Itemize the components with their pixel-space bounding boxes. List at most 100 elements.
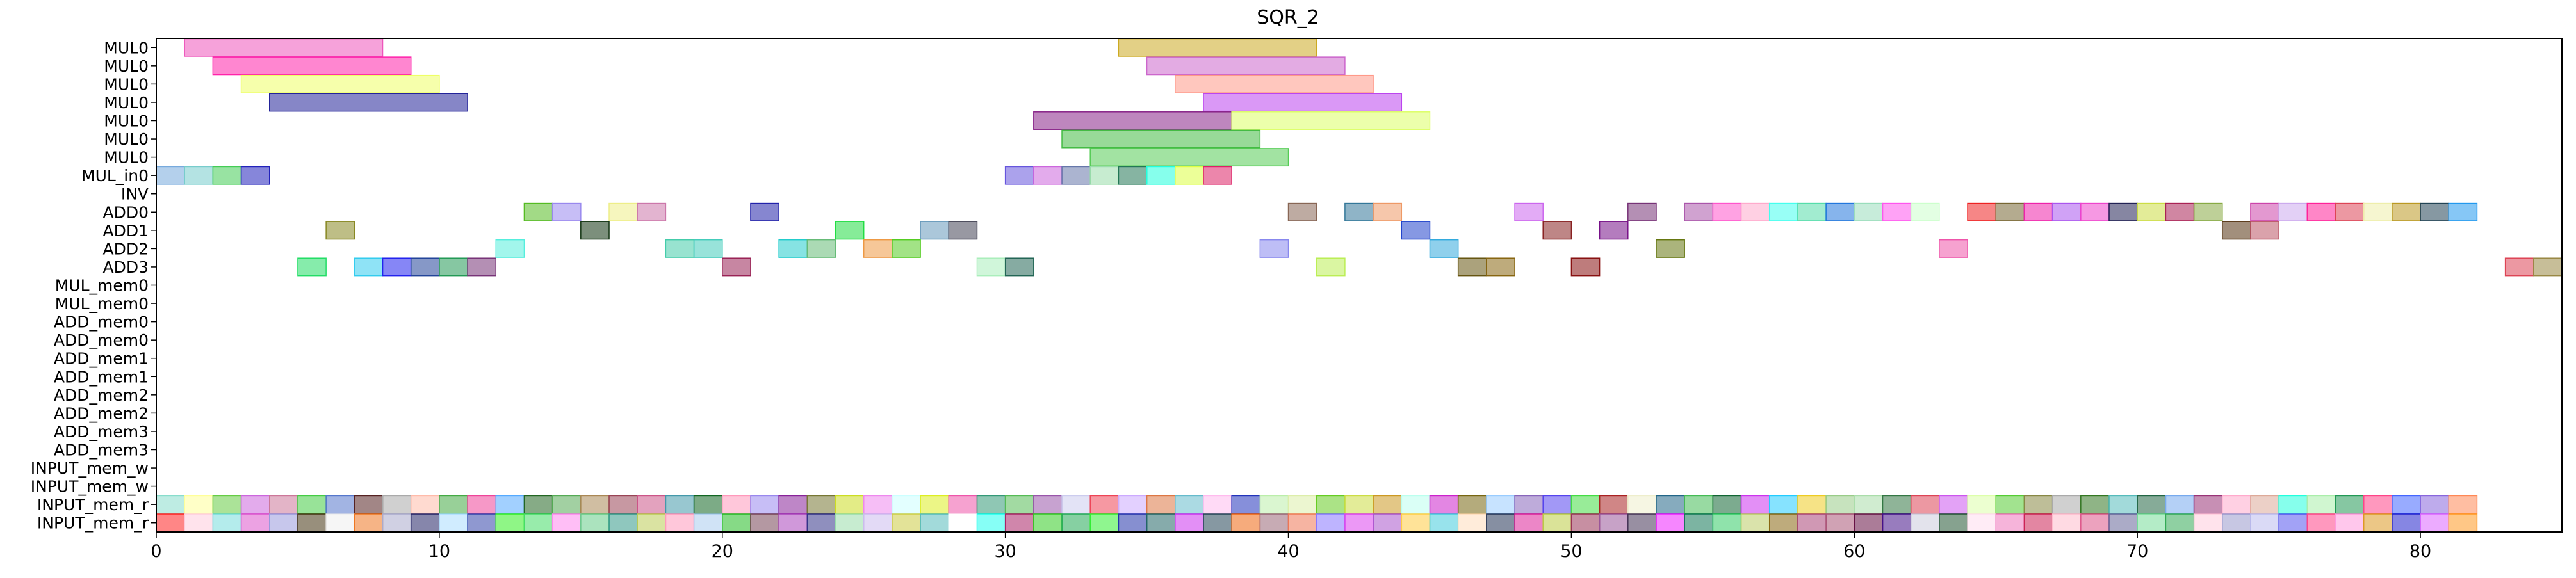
task-bar <box>1967 202 1996 221</box>
input-mem-cell <box>184 513 214 533</box>
input-mem-cell <box>1656 495 1685 514</box>
input-mem-cell <box>467 495 497 514</box>
y-tick-label: ADD_mem3 <box>54 422 149 441</box>
task-bar <box>1146 56 1346 76</box>
y-tick-label: ADD_mem2 <box>54 404 149 422</box>
input-mem-cell <box>750 513 779 533</box>
input-mem-cell <box>1712 513 1742 533</box>
input-mem-cell <box>1882 513 1912 533</box>
input-mem-cell <box>2108 513 2138 533</box>
input-mem-cell <box>580 513 610 533</box>
input-mem-cell <box>1287 495 1317 514</box>
input-mem-cell <box>439 513 468 533</box>
input-mem-cell <box>778 513 808 533</box>
input-mem-cell <box>1316 513 1346 533</box>
task-bar <box>1033 166 1063 185</box>
input-mem-cell <box>551 513 582 533</box>
x-tick-label: 60 <box>1843 542 1865 561</box>
input-mem-cell <box>354 495 384 514</box>
task-bar <box>240 74 440 93</box>
task-bar <box>892 239 921 258</box>
task-bar <box>2250 202 2279 221</box>
input-mem-cell <box>1089 495 1120 514</box>
task-bar <box>580 221 610 240</box>
input-mem-cell <box>2221 495 2251 514</box>
x-tick-label: 50 <box>1560 542 1582 561</box>
input-mem-cell <box>948 495 978 514</box>
input-mem-cell <box>1004 513 1034 533</box>
input-mem-cell <box>2165 495 2195 514</box>
chart-title: SQR_2 <box>1257 6 1319 29</box>
input-mem-cell <box>2023 513 2053 533</box>
y-tick-label: INPUT_mem_w <box>31 478 149 496</box>
bars-layer <box>156 38 2563 533</box>
input-mem-cell <box>1457 495 1487 514</box>
task-bar <box>693 239 723 258</box>
task-bar <box>156 166 185 185</box>
input-mem-cell <box>1203 495 1232 514</box>
input-mem-cell <box>1146 513 1176 533</box>
task-bar <box>2221 221 2251 240</box>
task-bar <box>778 239 808 258</box>
input-mem-cell <box>948 513 978 533</box>
input-mem-cell <box>2420 495 2449 514</box>
y-tick-label: MUL_in0 <box>81 166 149 185</box>
task-bar <box>212 56 412 76</box>
task-bar <box>439 257 468 277</box>
input-mem-cell <box>1542 513 1572 533</box>
input-mem-cell <box>608 495 638 514</box>
y-tick-label: ADD_mem1 <box>54 349 149 368</box>
input-mem-cell <box>2250 513 2279 533</box>
task-bar <box>1486 257 1515 277</box>
task-bar <box>2306 202 2336 221</box>
task-bar <box>1033 111 1232 130</box>
y-tick-label: MUL0 <box>104 75 149 93</box>
task-bar <box>1118 38 1317 57</box>
input-mem-cell <box>1373 513 1403 533</box>
input-mem-cell <box>1599 513 1629 533</box>
input-mem-cell <box>495 495 525 514</box>
input-mem-cell <box>1854 495 1884 514</box>
input-mem-cell <box>1684 513 1714 533</box>
task-bar <box>1316 257 1346 277</box>
input-mem-cell <box>637 495 667 514</box>
input-mem-cell <box>1089 513 1120 533</box>
input-mem-cell <box>410 513 440 533</box>
task-bar <box>1175 74 1374 93</box>
y-tick-label: MUL0 <box>104 130 149 149</box>
input-mem-cell <box>976 495 1006 514</box>
y-tick-label: INV <box>121 185 149 204</box>
task-bar <box>863 239 893 258</box>
input-mem-cell <box>1344 495 1374 514</box>
input-mem-cell <box>1061 513 1091 533</box>
task-bar <box>608 202 638 221</box>
input-mem-cell <box>1486 513 1515 533</box>
task-bar <box>1768 202 1798 221</box>
task-bar <box>1118 166 1148 185</box>
input-mem-cell <box>1825 513 1855 533</box>
input-mem-cell <box>892 513 921 533</box>
task-bar <box>1740 202 1770 221</box>
input-mem-cell <box>1175 513 1204 533</box>
input-mem-cell <box>1967 513 1996 533</box>
input-mem-cell <box>2080 513 2110 533</box>
x-tick-label: 0 <box>151 542 161 561</box>
input-mem-cell <box>722 513 751 533</box>
task-bar <box>2108 202 2138 221</box>
input-mem-cell <box>1768 513 1798 533</box>
input-mem-cell <box>439 495 468 514</box>
task-bar <box>325 221 355 240</box>
y-tick-label: ADD_mem3 <box>54 441 149 460</box>
task-bar <box>1939 239 1968 258</box>
input-mem-cell <box>523 513 553 533</box>
input-mem-cell <box>1939 495 1968 514</box>
task-bar <box>551 202 582 221</box>
x-tick-label: 70 <box>2126 542 2148 561</box>
task-bar <box>637 202 667 221</box>
input-mem-cell <box>297 513 327 533</box>
x-tick-label: 40 <box>1277 542 1299 561</box>
y-tick-label: INPUT_mem_w <box>31 459 149 478</box>
y-tick-label: ADD_mem1 <box>54 367 149 386</box>
y-tick-label: MUL0 <box>104 149 149 167</box>
task-bar <box>1712 202 1742 221</box>
